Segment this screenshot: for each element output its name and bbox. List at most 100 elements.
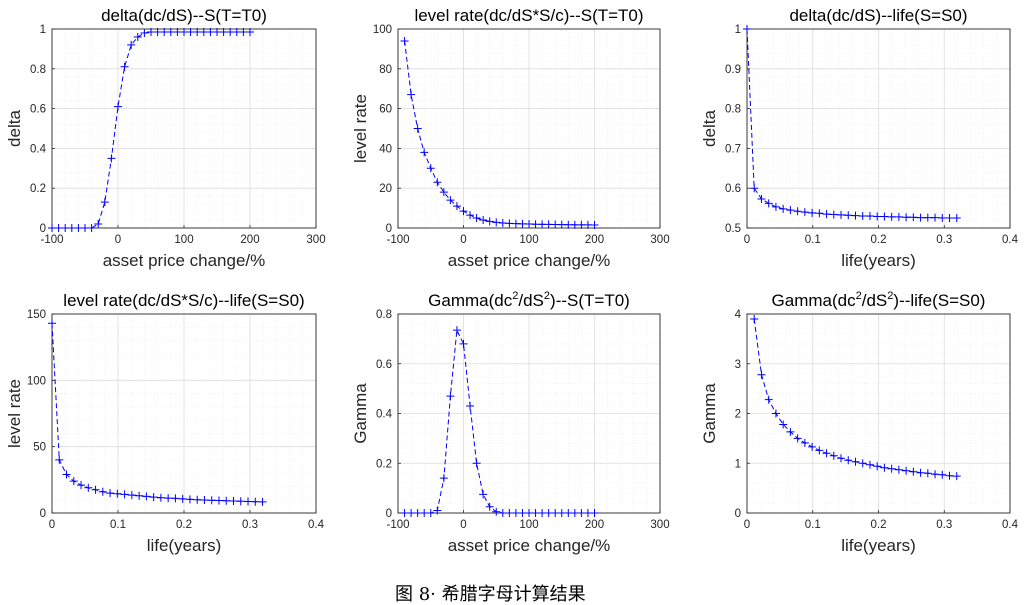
x-axis-label: asset price change/%: [103, 251, 266, 270]
data-point-marker: [236, 497, 245, 506]
data-point-marker: [55, 455, 64, 464]
data-point-marker: [459, 207, 468, 216]
data-point-marker: [485, 502, 494, 511]
chart-title-part: 2: [856, 290, 862, 302]
data-point-marker: [887, 464, 896, 473]
y-axis-label: delta: [700, 110, 719, 147]
data-point-marker: [786, 206, 795, 215]
data-point-marker: [492, 218, 501, 227]
data-point-marker: [815, 209, 824, 218]
data-point-marker: [459, 339, 468, 348]
x-axis-label: life(years): [841, 536, 916, 555]
data-point-marker: [894, 212, 903, 221]
y-tick-label: 0: [40, 223, 46, 235]
data-point-marker: [133, 32, 142, 41]
data-point-marker: [479, 490, 488, 499]
data-point-marker: [452, 202, 461, 211]
chart-title-part: level rate(dc/dS*S/c)--S(T=T0): [414, 6, 643, 25]
chart-title-part: 2: [887, 290, 893, 302]
data-point-marker: [426, 164, 435, 173]
data-point-marker: [880, 463, 889, 472]
data-point-marker: [873, 462, 882, 471]
data-point-marker: [433, 506, 442, 515]
chart-3: 0 0.1 0.2 0.3 0.4 0.5 0.6 0.7 0.8 0.9 1 delta(dc/dS…: [700, 6, 1019, 270]
data-point-marker: [865, 212, 874, 221]
data-point-marker: [880, 212, 889, 221]
figure-caption: 图 8· 希腊字母计算结果: [395, 584, 586, 605]
data-point-marker: [844, 456, 853, 465]
data-point-marker: [590, 509, 599, 517]
data-point-marker: [439, 188, 448, 197]
y-tick-label: 50: [33, 442, 46, 454]
chart-1: -100 0 100 200 30000.20.40.60.81delta(dc/dS)…: [5, 6, 326, 270]
y-tick-label: 0.2: [376, 458, 392, 470]
chart-title: level rate(dc/dS*S/c)--life(S=S0): [63, 291, 304, 310]
chart-title-part: 2: [544, 290, 550, 302]
data-point-marker: [808, 442, 817, 451]
x-tick-label: 200: [240, 234, 259, 246]
data-point-marker: [164, 494, 173, 503]
data-point-marker: [479, 216, 488, 225]
x-tick-label: 0: [115, 234, 121, 246]
chart-title-part: /dS: [518, 291, 544, 310]
data-point-marker: [69, 477, 78, 486]
data-point-marker: [439, 474, 448, 483]
y-tick-label: 60: [379, 104, 392, 116]
chart-title-part: )--S(T=T0): [550, 291, 630, 310]
data-point-marker: [952, 472, 961, 481]
data-point-marker: [433, 178, 442, 187]
chart-title: delta(dc/dS)--S(T=T0): [101, 6, 267, 25]
x-axis-label: asset price change/%: [448, 536, 611, 555]
x-tick-label: 0.1: [805, 519, 821, 531]
chart-title: level rate(dc/dS*S/c)--S(T=T0): [414, 6, 643, 25]
data-point-marker: [107, 154, 116, 163]
data-point-marker: [894, 465, 903, 474]
chart-title: Gamma(dc2/dS2)--S(T=T0): [428, 290, 630, 310]
data-point-marker: [916, 213, 925, 222]
chart-title-part: 2: [512, 290, 518, 302]
data-point-marker: [851, 457, 860, 466]
data-point-marker: [114, 102, 122, 111]
data-point-marker: [113, 489, 122, 498]
data-point-marker: [750, 314, 759, 323]
data-point-marker: [420, 148, 429, 157]
data-point-marker: [844, 211, 853, 220]
data-point-marker: [127, 491, 136, 500]
data-point-marker: [815, 446, 824, 455]
y-tick-label: 1: [735, 24, 741, 36]
y-tick-label: 0: [386, 223, 392, 235]
data-point-marker: [750, 184, 759, 193]
data-point-marker: [100, 198, 109, 207]
y-tick-label: 0.4: [376, 409, 393, 421]
data-point-marker: [771, 202, 780, 211]
y-tick-label: 1: [40, 24, 46, 36]
data-point-marker: [140, 28, 149, 37]
y-tick-label: 0.4: [30, 143, 47, 155]
x-tick-label: 0.2: [871, 519, 887, 531]
x-tick-label: 0.4: [1002, 519, 1019, 531]
x-tick-label: 300: [306, 234, 325, 246]
data-point-marker: [229, 497, 238, 506]
data-point-marker: [84, 483, 93, 492]
data-point-marker: [106, 489, 115, 498]
data-point-marker: [931, 213, 940, 222]
data-point-marker: [779, 420, 788, 429]
y-tick-label: 0.5: [725, 223, 741, 235]
data-point-marker: [909, 213, 918, 222]
y-tick-label: 4: [735, 309, 742, 321]
x-tick-label: 0.1: [805, 234, 821, 246]
series-line: [746, 28, 957, 219]
data-point-marker: [156, 493, 165, 502]
y-tick-label: 100: [27, 375, 46, 387]
data-point-marker: [808, 208, 817, 217]
y-tick-label: 0.2: [30, 183, 46, 195]
x-tick-label: -100: [40, 234, 63, 246]
x-tick-label: 200: [585, 519, 604, 531]
chart-title-part: Gamma(dc: [772, 291, 857, 310]
data-point-marker: [400, 36, 409, 45]
data-point-marker: [858, 459, 867, 468]
data-point-marker: [120, 490, 129, 499]
data-point-marker: [426, 509, 435, 517]
